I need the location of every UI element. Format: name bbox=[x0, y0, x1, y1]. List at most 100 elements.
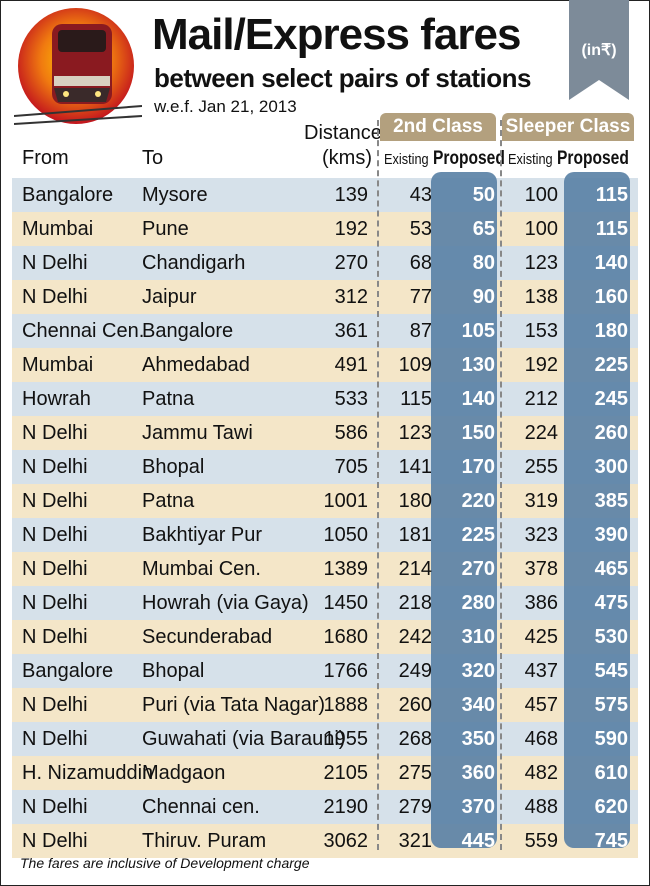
cell-sl-existing: 319 bbox=[524, 490, 558, 512]
cell-to: Jammu Tawi bbox=[142, 422, 253, 444]
cell-distance: 1450 bbox=[323, 592, 369, 614]
table-row bbox=[12, 314, 638, 348]
table-row-values: Chennai Cen. Bangalore 361 87 105 153 180 bbox=[12, 314, 638, 348]
table-row bbox=[12, 450, 638, 484]
cell-to: Chennai cen. bbox=[142, 796, 260, 818]
cell-distance: 705 bbox=[334, 456, 368, 478]
sleeper-proposed-column bbox=[564, 172, 630, 848]
cell-sl-existing: 224 bbox=[524, 422, 558, 444]
cell-sl-proposed: 180 bbox=[594, 320, 628, 342]
cell-to: Patna bbox=[142, 490, 195, 512]
cell-sl-existing: 468 bbox=[524, 728, 558, 750]
cell-to: Guwahati (via Barauni) bbox=[142, 728, 346, 750]
second-proposed-header: Proposed bbox=[433, 148, 505, 169]
cell-sl-proposed: 620 bbox=[594, 796, 628, 818]
cell-sl-existing: 100 bbox=[524, 218, 558, 240]
cell-from: N Delhi bbox=[22, 524, 88, 546]
cell-distance: 1955 bbox=[323, 728, 369, 750]
cell-sl-proposed: 300 bbox=[594, 456, 628, 478]
cell-sc-existing: 141 bbox=[398, 456, 432, 478]
cell-sc-existing: 181 bbox=[398, 524, 432, 546]
cell-sl-existing: 192 bbox=[524, 354, 558, 376]
table-row-values: N Delhi Patna 1001 180 220 319 385 bbox=[12, 484, 638, 518]
cell-distance: 1680 bbox=[323, 626, 369, 648]
cell-sc-proposed: 50 bbox=[472, 184, 495, 206]
cell-sc-proposed: 130 bbox=[461, 354, 495, 376]
cell-sc-existing: 77 bbox=[409, 286, 432, 308]
sleeper-proposed-header: Proposed bbox=[557, 148, 629, 169]
cell-from: Howrah bbox=[22, 388, 91, 410]
table-row bbox=[12, 280, 638, 314]
cell-sc-proposed: 280 bbox=[461, 592, 495, 614]
cell-from: Bangalore bbox=[22, 184, 114, 206]
cell-sl-proposed: 575 bbox=[594, 694, 628, 716]
cell-sc-proposed: 105 bbox=[461, 320, 495, 342]
cell-sc-proposed: 360 bbox=[461, 762, 495, 784]
table-row-values: Howrah Patna 533 115 140 212 245 bbox=[12, 382, 638, 416]
cell-sl-proposed: 160 bbox=[594, 286, 628, 308]
cell-to: Madgaon bbox=[142, 762, 226, 784]
table-row bbox=[12, 722, 638, 756]
cell-from: N Delhi bbox=[22, 796, 88, 818]
cell-distance: 1001 bbox=[323, 490, 369, 512]
cell-sc-existing: 279 bbox=[398, 796, 432, 818]
cell-sl-proposed: 530 bbox=[594, 626, 628, 648]
cell-to: Chandigarh bbox=[142, 252, 246, 274]
divider-sleeper-class bbox=[500, 120, 502, 850]
cell-distance: 270 bbox=[334, 252, 368, 274]
cell-sl-existing: 559 bbox=[524, 830, 558, 852]
cell-sl-proposed: 385 bbox=[594, 490, 628, 512]
table-row bbox=[12, 824, 638, 858]
cell-sc-existing: 214 bbox=[398, 558, 432, 580]
cell-sc-existing: 87 bbox=[409, 320, 432, 342]
cell-to: Bhopal bbox=[142, 660, 205, 682]
cell-sl-proposed: 245 bbox=[594, 388, 628, 410]
table-row-values: N Delhi Bhopal 705 141 170 255 300 bbox=[12, 450, 638, 484]
cell-sl-proposed: 545 bbox=[594, 660, 628, 682]
cell-from: N Delhi bbox=[22, 830, 88, 852]
cell-sl-proposed: 225 bbox=[594, 354, 628, 376]
cell-from: N Delhi bbox=[22, 558, 88, 580]
cell-sl-existing: 457 bbox=[524, 694, 558, 716]
cell-to: Mumbai Cen. bbox=[142, 558, 261, 580]
cell-sl-existing: 123 bbox=[524, 252, 558, 274]
cell-to: Howrah (via Gaya) bbox=[142, 592, 309, 614]
table-row-values: N Delhi Chandigarh 270 68 80 123 140 bbox=[12, 246, 638, 280]
cell-sl-proposed: 140 bbox=[594, 252, 628, 274]
table-row bbox=[12, 416, 638, 450]
cell-from: N Delhi bbox=[22, 694, 88, 716]
cell-sc-proposed: 220 bbox=[461, 490, 495, 512]
cell-sc-proposed: 340 bbox=[461, 694, 495, 716]
cell-distance: 312 bbox=[334, 286, 368, 308]
cell-sc-proposed: 150 bbox=[461, 422, 495, 444]
cell-to: Puri (via Tata Nagar) bbox=[142, 694, 326, 716]
cell-to: Jaipur bbox=[142, 286, 197, 308]
table-row-values: N Delhi Howrah (via Gaya) 1450 218 280 386 475 bbox=[12, 586, 638, 620]
cell-to: Thiruv. Puram bbox=[142, 830, 267, 852]
table-row-values: N Delhi Bakhtiyar Pur 1050 181 225 323 390 bbox=[12, 518, 638, 552]
cell-sl-proposed: 390 bbox=[594, 524, 628, 546]
col-header-distance-unit: (kms) bbox=[322, 147, 372, 169]
cell-sc-proposed: 370 bbox=[461, 796, 495, 818]
cell-distance: 1766 bbox=[323, 660, 369, 682]
cell-sl-proposed: 115 bbox=[595, 218, 628, 240]
cell-sc-existing: 218 bbox=[398, 592, 432, 614]
cell-distance: 192 bbox=[334, 218, 368, 240]
cell-sl-proposed: 115 bbox=[595, 184, 628, 206]
col-header-distance: Distance bbox=[304, 122, 382, 144]
cell-distance: 1389 bbox=[323, 558, 369, 580]
cell-distance: 2105 bbox=[323, 762, 369, 784]
cell-distance: 1050 bbox=[323, 524, 369, 546]
second-existing-header: Existing bbox=[384, 151, 429, 168]
table-row bbox=[12, 620, 638, 654]
table-row bbox=[12, 756, 638, 790]
table-row-values: N Delhi Thiruv. Puram 3062 321 445 559 745 bbox=[12, 824, 638, 858]
cell-sl-existing: 138 bbox=[524, 286, 558, 308]
cell-sc-existing: 260 bbox=[398, 694, 432, 716]
cell-sl-existing: 255 bbox=[524, 456, 558, 478]
table-row bbox=[12, 484, 638, 518]
table-row bbox=[12, 518, 638, 552]
cell-sl-existing: 323 bbox=[524, 524, 558, 546]
cell-sc-existing: 242 bbox=[398, 626, 432, 648]
cell-from: N Delhi bbox=[22, 490, 88, 512]
